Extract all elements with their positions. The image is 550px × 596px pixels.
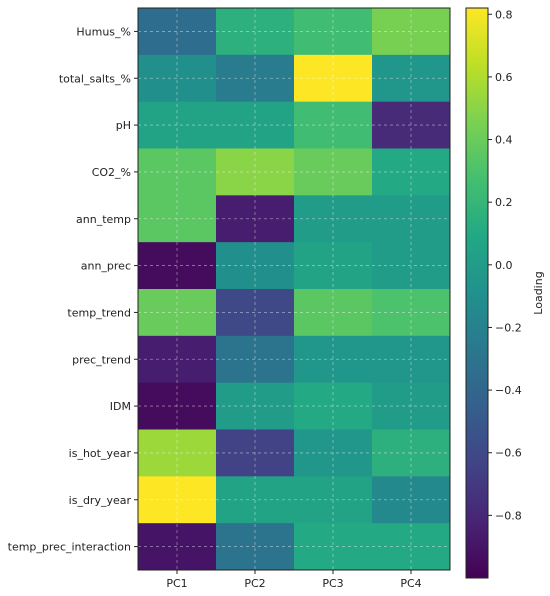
heatmap-cell [138, 335, 217, 384]
heatmap-cell [294, 195, 373, 243]
y-tick-label: pH [116, 119, 131, 132]
colorbar-tick-label: 0.4 [495, 134, 513, 147]
colorbar-tick-label: −0.8 [495, 509, 522, 522]
y-tick-label: Humus_% [76, 25, 131, 38]
heatmap-cell [216, 242, 295, 290]
heatmap-cell [216, 101, 295, 149]
heatmap-cell [138, 429, 217, 477]
colorbar-tick-label: −0.4 [495, 384, 522, 397]
y-tick-label: ann_prec [81, 260, 131, 273]
heatmap-cell [372, 523, 451, 571]
heatmap-cell [216, 523, 295, 571]
x-axis-tick-labels: PC1 PC2 PC3 PC4 [166, 570, 422, 590]
heatmap-cell [372, 429, 451, 477]
heatmap-cell [294, 429, 373, 477]
heatmap-cell [216, 148, 295, 196]
heatmap-cell [294, 242, 373, 290]
heatmap-cell [294, 8, 373, 56]
colorbar-label: Loading [532, 271, 545, 314]
heatmap-cell [216, 8, 295, 56]
heatmap-cell [372, 195, 451, 243]
heatmap-cell [372, 148, 451, 196]
heatmap-cell [216, 54, 295, 103]
colorbar-tick-label: 0.8 [495, 8, 513, 21]
heatmap-cell [216, 382, 295, 430]
y-tick-label: temp_prec_interaction [8, 541, 131, 554]
heatmap-cell [138, 242, 217, 290]
x-tick-label: PC2 [244, 577, 265, 590]
heatmap-cell [294, 476, 373, 524]
heatmap-cell [138, 195, 217, 243]
heatmap-cell [372, 54, 451, 103]
heatmap-cell [138, 523, 217, 571]
colorbar [465, 7, 489, 579]
heatmap-cell [216, 335, 295, 384]
heatmap-cell [294, 382, 373, 430]
plot-frame [137, 7, 451, 571]
colorbar-tick-label: 0.2 [495, 196, 513, 209]
x-tick-label: PC3 [322, 577, 343, 590]
heatmap-cell [138, 54, 217, 103]
colorbar-tick-label: −0.6 [495, 447, 522, 460]
heatmap-cells [138, 8, 451, 571]
heatmap-cell [294, 289, 373, 337]
heatmap-cell [138, 148, 217, 196]
heatmap-cell [138, 8, 217, 56]
heatmap-cell [294, 523, 373, 571]
y-axis-tick-labels: Humus_% total_salts_% pH CO2_% ann_temp ann_p… [8, 25, 138, 554]
y-tick-label: temp_trend [67, 306, 131, 319]
y-tick-label: IDM [110, 400, 131, 413]
heatmap-cell [138, 289, 217, 337]
colorbar-tick-label: −0.2 [495, 321, 522, 334]
heatmap-cell [216, 476, 295, 524]
y-tick-label: total_salts_% [59, 72, 131, 85]
heatmap-cell [216, 289, 295, 337]
heatmap-cell [372, 242, 451, 290]
y-tick-label: ann_temp [76, 213, 131, 226]
colorbar-ticks: 0.8 0.6 0.4 0.2 0.0 −0.2 −0.4 −0.6 −0.8 [488, 8, 522, 522]
y-tick-label: is_hot_year [69, 447, 132, 460]
heatmap-cell [138, 476, 217, 524]
heatmap-cell [294, 101, 373, 149]
heatmap-cell [216, 195, 295, 243]
heatmap-cell [372, 289, 451, 337]
heatmap-cell [372, 382, 451, 430]
x-tick-label: PC4 [400, 577, 421, 590]
x-tick-label: PC1 [166, 577, 187, 590]
heatmap-gridlines [138, 8, 450, 570]
heatmap-cell [294, 335, 373, 384]
heatmap-cell [294, 148, 373, 196]
heatmap-cell [372, 476, 451, 524]
heatmap-cell [138, 382, 217, 430]
y-tick-label: is_dry_year [69, 494, 132, 507]
y-tick-label: prec_trend [72, 353, 131, 366]
heatmap-cell [294, 54, 373, 103]
colorbar-tick-label: 0.0 [495, 259, 513, 272]
heatmap-cell [372, 101, 451, 149]
colorbar-tick-label: 0.6 [495, 71, 513, 84]
heatmap-cell [216, 429, 295, 477]
heatmap-cell [372, 335, 451, 384]
heatmap-cell [372, 8, 451, 56]
heatmap-cell [138, 101, 217, 149]
y-tick-label: CO2_% [92, 166, 131, 179]
